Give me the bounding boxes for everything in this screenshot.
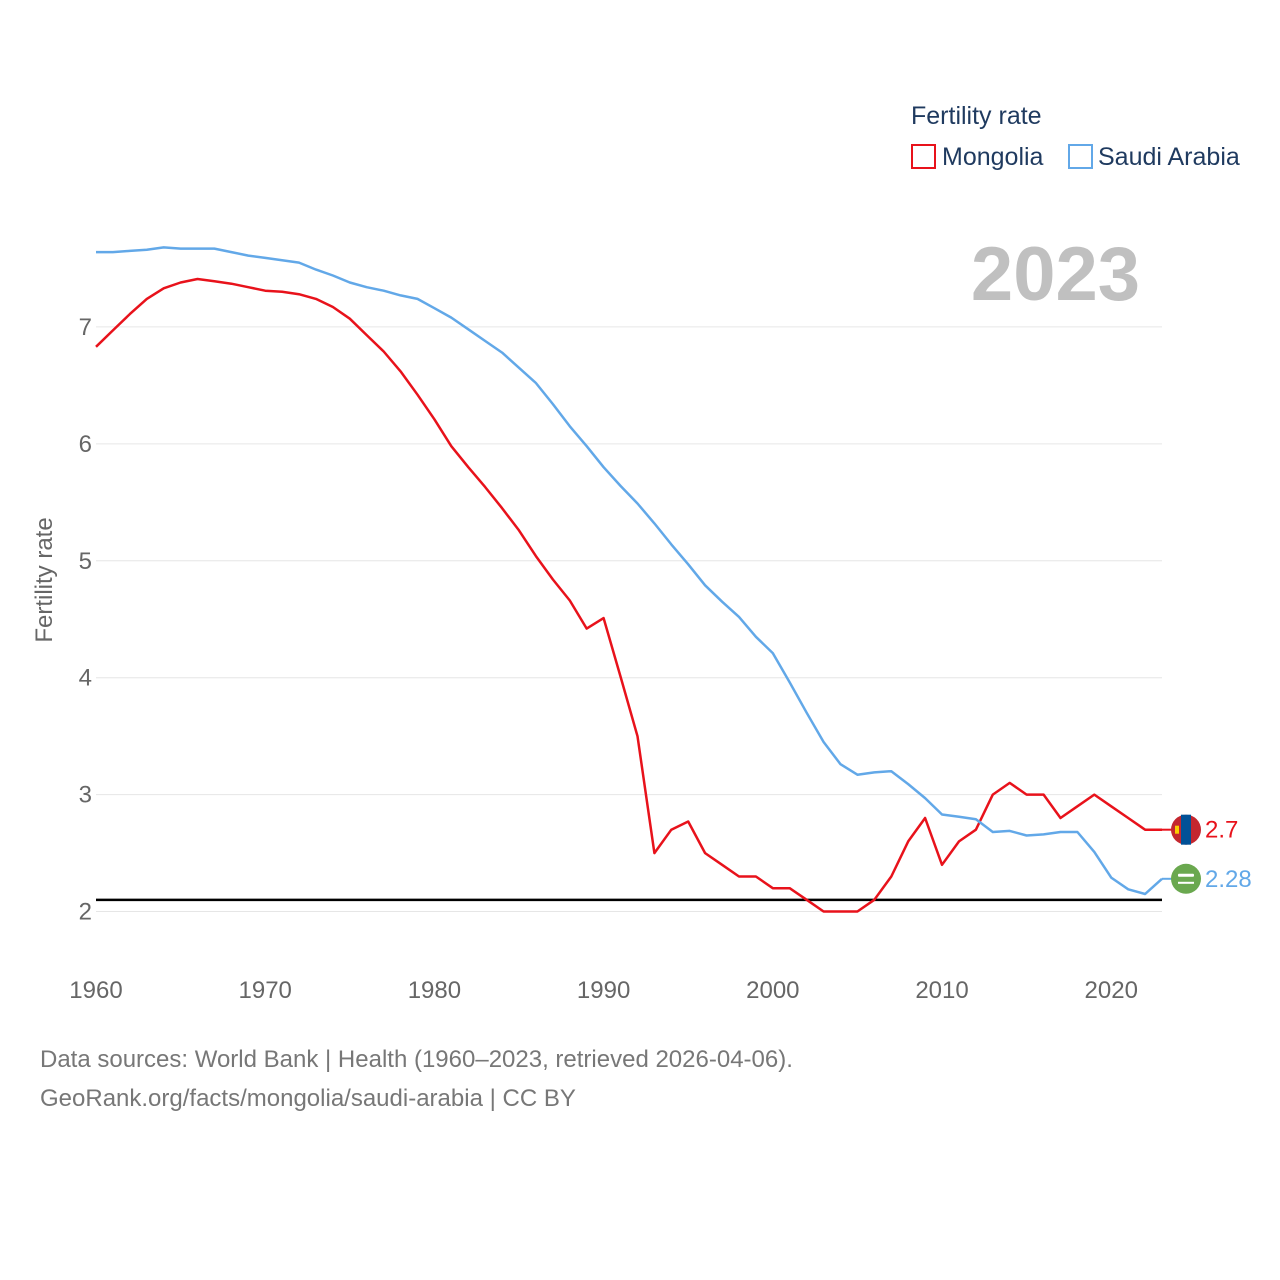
x-tick-label-1990: 1990: [577, 977, 630, 1004]
mongolia-flag-icon: [1171, 815, 1201, 845]
flag-sword: [1178, 882, 1194, 884]
flag-soyombo: [1175, 826, 1179, 834]
legend-title: Fertility rate: [911, 102, 1042, 130]
flag-script: [1178, 874, 1194, 877]
legend-item-mongolia[interactable]: Mongolia: [912, 143, 1044, 171]
source-line-1: Data sources: World Bank | Health (1960–…: [40, 1046, 793, 1074]
y-tick-label-6: 6: [79, 431, 92, 458]
x-tick-label-1960: 1960: [69, 977, 122, 1004]
x-tick-label-2020: 2020: [1085, 977, 1138, 1004]
end-value-label-mongolia: 2.7: [1205, 817, 1238, 844]
y-tick-label-5: 5: [79, 548, 92, 575]
grid-lines: [96, 327, 1162, 912]
legend-label-mongolia: Mongolia: [942, 143, 1044, 171]
y-tick-label-4: 4: [79, 665, 92, 692]
end-value-label-saudi-arabia: 2.28: [1205, 866, 1252, 893]
y-axis-title: Fertility rate: [31, 517, 58, 642]
year-label: 2023: [971, 232, 1140, 317]
y-tick-label-2: 2: [79, 899, 92, 926]
x-tick-label-2000: 2000: [746, 977, 799, 1004]
flag-stripe: [1181, 815, 1191, 845]
y-axis-ticks: 2 3 4 5 6 7: [79, 314, 92, 926]
x-axis-ticks: 1960 1970 1980 1990 2000 2010 2020: [69, 977, 1138, 1004]
series-line-saudi-arabia[interactable]: [96, 247, 1162, 894]
series-end-markers: 2.7 2.28: [1162, 815, 1252, 894]
legend-item-saudi-arabia[interactable]: Saudi Arabia: [1069, 143, 1240, 171]
flag-circle: [1171, 864, 1201, 894]
series-lines: [96, 247, 1162, 911]
source-line-2[interactable]: GeoRank.org/facts/mongolia/saudi-arabia …: [40, 1085, 576, 1113]
legend-label-saudi-arabia: Saudi Arabia: [1098, 143, 1240, 171]
legend: Fertility rate Mongolia Saudi Arabia: [911, 102, 1240, 171]
series-line-mongolia[interactable]: [96, 279, 1162, 912]
x-tick-label-2010: 2010: [915, 977, 968, 1004]
x-tick-label-1980: 1980: [408, 977, 461, 1004]
y-tick-label-7: 7: [79, 314, 92, 341]
y-tick-label-3: 3: [79, 782, 92, 809]
saudi-arabia-flag-icon: [1171, 864, 1201, 894]
legend-swatch-saudi-arabia: [1069, 145, 1092, 168]
legend-swatch-mongolia: [912, 145, 935, 168]
x-tick-label-1970: 1970: [239, 977, 292, 1004]
